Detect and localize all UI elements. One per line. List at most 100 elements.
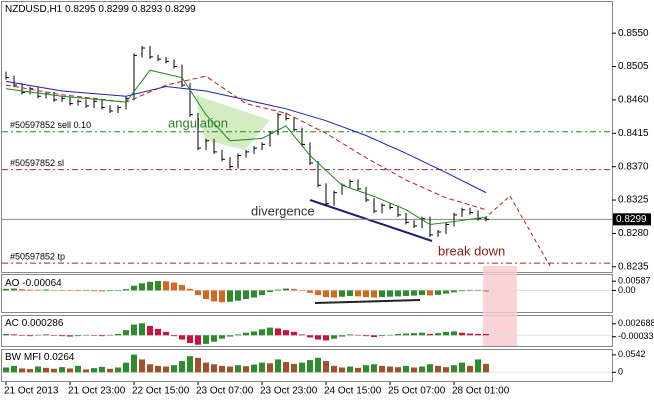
ac-label: AC 0.000286 — [5, 318, 64, 329]
mfi-bar — [83, 369, 89, 373]
ao-bar — [123, 289, 129, 291]
ao-bar — [251, 290, 257, 298]
y-tick-label: 0.8550 — [618, 28, 649, 39]
ac-bar — [43, 334, 49, 336]
ao-bar — [443, 290, 449, 294]
price-bar — [165, 57, 169, 64]
y-tick-label: 0.002688 — [618, 318, 654, 328]
price-bar — [469, 207, 473, 215]
order-label: #50597852 sl — [10, 158, 64, 168]
ao-bar — [411, 290, 417, 296]
price-bar — [445, 222, 449, 234]
ac-bar — [35, 334, 41, 336]
ac-bar — [387, 334, 393, 336]
mfi-bar — [363, 365, 369, 373]
x-tick-label: 23 Oct 07:00 — [196, 386, 254, 397]
ao-bar — [363, 290, 369, 298]
ao-bar — [99, 290, 105, 292]
mfi-bar — [323, 361, 329, 373]
mfi-value: 0.0264 — [44, 352, 75, 363]
ao-bar — [467, 290, 473, 291]
mfi-bar — [27, 369, 33, 373]
price-bar — [373, 198, 377, 214]
ac-bar — [315, 335, 321, 340]
ac-bar — [339, 335, 345, 337]
y-tick-label: 0 — [618, 367, 623, 377]
mfi-bar — [395, 367, 401, 373]
y-tick-label: 0.0542 — [618, 349, 646, 359]
price-bar — [357, 179, 361, 191]
mfi-bar — [387, 366, 393, 373]
y-tick-label: 0.8370 — [618, 161, 649, 172]
y-tick-label: 0.8325 — [618, 195, 649, 206]
y-tick-label: 0.00587 — [618, 276, 651, 286]
mfi-bar — [411, 367, 417, 373]
ao-bar — [227, 290, 233, 302]
price-bar — [293, 116, 297, 132]
mfi-bar — [379, 365, 385, 373]
ac-bar — [203, 335, 209, 344]
ac-bar — [51, 335, 57, 336]
ao-bar — [459, 290, 465, 292]
ao-bar — [275, 289, 281, 291]
ao-bar — [395, 290, 401, 297]
mfi-bar — [219, 365, 225, 373]
mfi-bar — [187, 356, 193, 373]
ac-bar — [395, 334, 401, 336]
mfi-bar — [251, 364, 257, 373]
ao-bar — [403, 290, 409, 296]
price-bar — [421, 216, 425, 229]
price-bar — [85, 99, 89, 108]
ac-bar — [179, 335, 185, 340]
price-bar — [229, 157, 233, 169]
mfi-bar — [139, 359, 145, 373]
mfi-bar — [371, 364, 377, 373]
price-bar — [157, 54, 161, 62]
mfi-bar — [275, 359, 281, 373]
ac-bar — [371, 335, 377, 337]
mfi-bar — [427, 364, 433, 373]
price-bar — [21, 83, 25, 95]
mfi-bar — [99, 366, 105, 373]
mfi-bar — [235, 365, 241, 373]
x-tick-label: 21 Oct 23:00 — [68, 386, 126, 397]
mfi-bar — [35, 366, 41, 373]
ac-bar — [19, 335, 25, 336]
mfi-bar — [459, 362, 465, 373]
price-bar — [149, 45, 153, 59]
current-price: 0.8299 — [616, 214, 647, 225]
ac-name: AC — [5, 318, 19, 329]
x-tick-label: 21 Oct 2013 — [4, 386, 59, 397]
price-bar — [133, 53, 137, 101]
ac-bar — [155, 328, 161, 336]
ao-bar — [195, 290, 201, 296]
mfi-bar — [115, 367, 121, 373]
y-tick-label: 0.8505 — [618, 61, 649, 72]
mfi-bar — [315, 357, 321, 373]
mfi-bar — [467, 365, 473, 373]
price-bar — [37, 86, 41, 99]
price-bar — [333, 190, 337, 206]
price-box — [613, 213, 651, 226]
ao-bar — [307, 290, 313, 293]
mfi-bar — [195, 357, 201, 373]
ao-bar — [483, 290, 489, 292]
ac-bar — [99, 335, 105, 337]
ao-bar — [339, 290, 345, 297]
ao-bar — [171, 282, 177, 291]
price-bar — [109, 105, 113, 114]
ac-bar — [435, 333, 441, 336]
ao-bar — [203, 290, 209, 300]
mfi-bar — [243, 366, 249, 373]
ao-bar — [451, 290, 457, 293]
ao-bar — [299, 290, 305, 291]
mfi-bar — [91, 368, 97, 373]
ac-bar — [323, 335, 329, 341]
ac-bar — [59, 335, 65, 337]
ao-bar — [259, 290, 265, 296]
ac-bar — [115, 334, 121, 336]
ac-value: 0.000286 — [22, 318, 64, 329]
ao-bar — [243, 290, 249, 300]
price-bar — [317, 160, 321, 188]
divergence-line — [309, 199, 433, 242]
